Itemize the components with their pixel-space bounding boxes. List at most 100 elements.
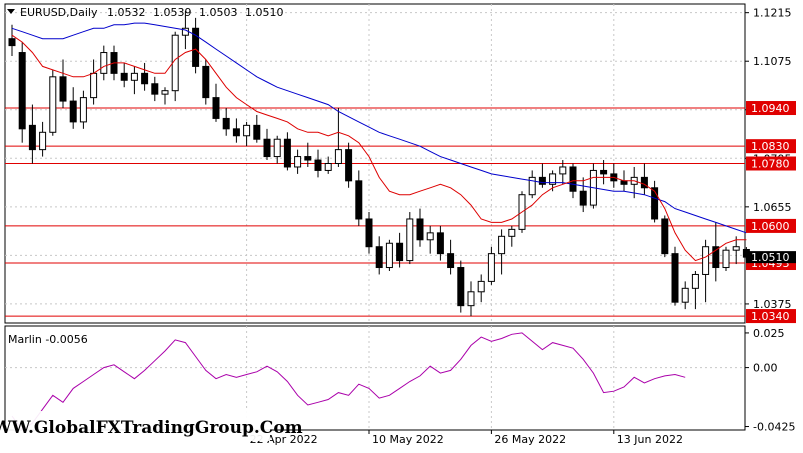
candle[interactable] <box>508 225 516 247</box>
candle-body-bear <box>314 159 322 171</box>
candle[interactable] <box>722 246 730 271</box>
candle[interactable] <box>651 180 659 223</box>
candle[interactable] <box>283 132 291 171</box>
candle[interactable] <box>171 31 179 102</box>
current-price-tag <box>746 251 796 264</box>
candle-body-bull <box>467 291 475 307</box>
candlesticks <box>8 10 750 317</box>
candle-body-bull <box>528 176 536 196</box>
candle-body-bull <box>691 273 699 289</box>
oscillator-tick-label: 0.025 <box>753 327 785 340</box>
current-price-label: 1.0510 <box>751 251 790 264</box>
candle[interactable] <box>69 87 77 129</box>
candle[interactable] <box>253 114 261 143</box>
candle[interactable] <box>324 156 332 174</box>
candle[interactable] <box>589 163 597 209</box>
dropdown-triangle-icon[interactable] <box>7 9 15 14</box>
candle[interactable] <box>8 24 16 57</box>
candle-body-bull <box>385 242 393 269</box>
candle[interactable] <box>681 281 689 310</box>
candle[interactable] <box>447 239 455 275</box>
price-tick-label: 1.0655 <box>753 201 792 214</box>
candle[interactable] <box>538 163 546 188</box>
candle[interactable] <box>732 236 740 265</box>
candle[interactable] <box>712 222 720 282</box>
candle-body-bull <box>243 124 251 137</box>
candle-body-bull <box>559 166 567 175</box>
candle[interactable] <box>406 212 414 265</box>
candle[interactable] <box>661 215 669 258</box>
candle[interactable] <box>192 17 200 74</box>
price-axis: 1.12151.10751.09351.07951.06551.05151.03… <box>745 7 796 324</box>
candle[interactable] <box>396 232 404 268</box>
candle[interactable] <box>161 87 169 105</box>
candle-body-bull <box>334 149 342 164</box>
candle[interactable] <box>487 246 495 285</box>
candle[interactable] <box>467 281 475 317</box>
candle[interactable] <box>559 160 567 185</box>
candle-body-bull <box>732 246 740 251</box>
candle[interactable] <box>59 59 67 109</box>
candle-body-bear <box>640 176 648 189</box>
candle[interactable] <box>691 270 699 310</box>
candle-body-bull <box>549 173 557 185</box>
candle[interactable] <box>212 83 220 122</box>
candle-body-bull <box>406 218 414 262</box>
candle-body-bull <box>49 76 57 133</box>
candle-body-bear <box>396 242 404 262</box>
candle[interactable] <box>151 76 159 102</box>
candle[interactable] <box>355 170 363 226</box>
candle[interactable] <box>100 45 108 81</box>
candle[interactable] <box>528 170 536 199</box>
candle[interactable] <box>18 42 26 143</box>
candle[interactable] <box>498 229 506 275</box>
candle[interactable] <box>79 90 87 129</box>
price-level-tag <box>746 156 796 171</box>
candle-body-bull <box>273 138 281 158</box>
candle[interactable] <box>671 246 679 306</box>
candle[interactable] <box>314 149 322 178</box>
time-axis: 22 Apr 2022 10 May 2022 26 May 2022 13 Jun … <box>246 430 683 446</box>
candle-body-bull <box>477 280 485 293</box>
candle[interactable] <box>436 225 444 261</box>
price-level-label: 1.0830 <box>751 140 790 153</box>
candle[interactable] <box>600 160 608 185</box>
moving-average-blue <box>11 22 747 234</box>
candle[interactable] <box>49 69 57 136</box>
candle[interactable] <box>365 212 373 254</box>
candle-body-bear <box>569 166 577 192</box>
candle-body-bull <box>487 253 495 282</box>
candle[interactable] <box>416 208 424 247</box>
candle[interactable] <box>294 149 302 174</box>
candle-body-bear <box>263 138 271 158</box>
candle[interactable] <box>120 62 128 88</box>
candle[interactable] <box>141 62 149 91</box>
candle[interactable] <box>222 108 230 136</box>
candle[interactable] <box>130 66 138 95</box>
watermark: WWW.GlobalFXTradingGroup.Com <box>0 411 303 441</box>
candle[interactable] <box>263 128 271 161</box>
candle[interactable] <box>334 108 342 167</box>
candle[interactable] <box>273 135 281 164</box>
price-tick-label: 1.0375 <box>753 298 792 311</box>
candle-body-bear <box>600 169 608 175</box>
candle[interactable] <box>28 104 36 164</box>
candle-body-bear <box>447 253 455 269</box>
candle-body-bear <box>457 267 465 307</box>
candle[interactable] <box>243 121 251 147</box>
candle[interactable] <box>457 260 465 313</box>
candle[interactable] <box>426 225 434 254</box>
candle-body-bear <box>59 76 67 102</box>
candle[interactable] <box>304 142 312 167</box>
candle[interactable] <box>579 177 587 213</box>
candle[interactable] <box>385 239 393 271</box>
candle[interactable] <box>345 142 353 188</box>
candle[interactable] <box>232 118 240 143</box>
candle[interactable] <box>477 274 485 303</box>
candle[interactable] <box>39 121 47 157</box>
candle[interactable] <box>375 236 383 275</box>
candle[interactable] <box>702 239 710 303</box>
candle[interactable] <box>202 59 210 105</box>
candle[interactable] <box>640 163 648 195</box>
price-level-tag <box>746 101 796 116</box>
